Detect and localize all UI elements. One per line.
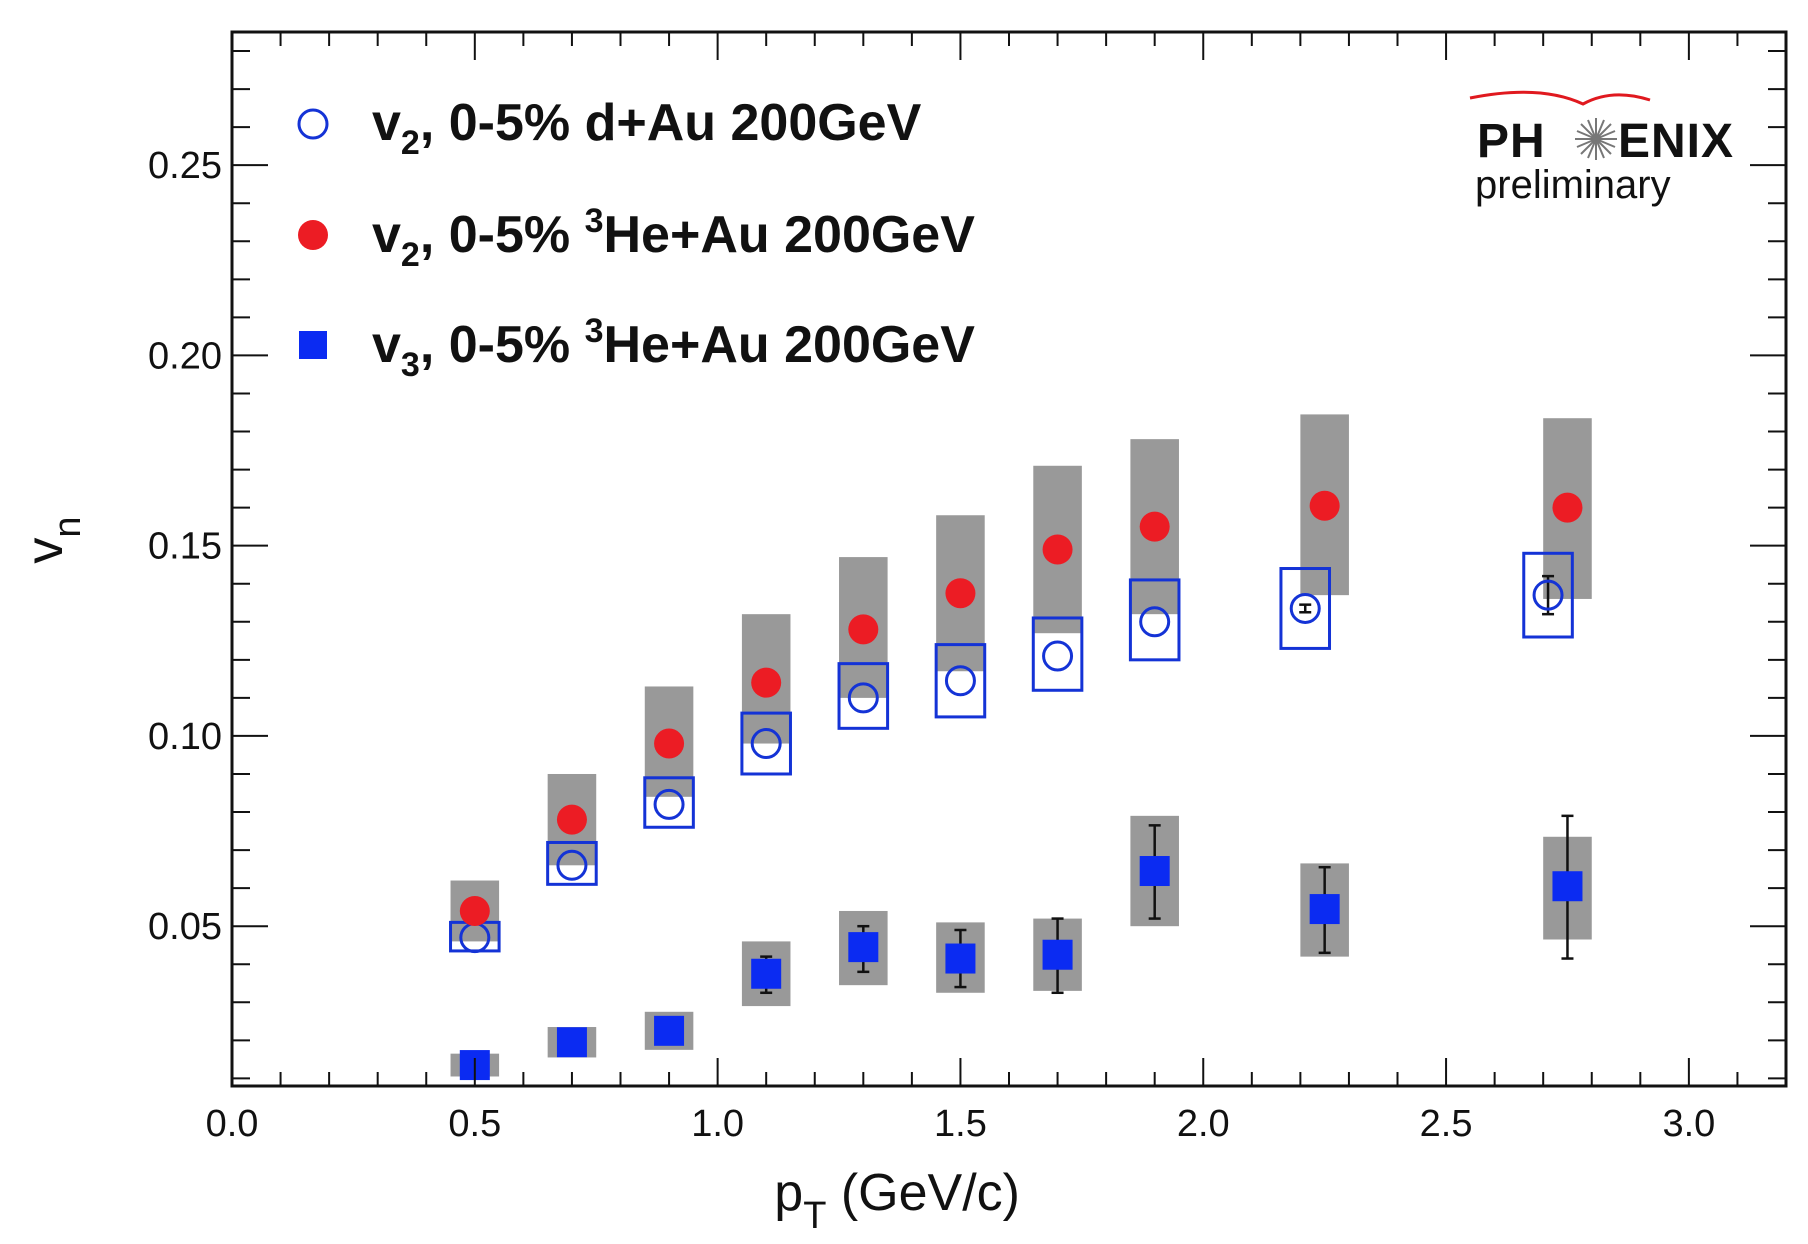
point-s2-p6 [1042,939,1073,970]
point-s2-p4 [848,932,879,963]
point-s2-p3 [751,958,782,989]
x-axis-title-unit: (GeV/c) [826,1164,1020,1222]
point-s1-p8 [1309,490,1340,521]
legend: v2, 0-5% d+Au 200GeV v2, 0-5% 3He+Au 200… [297,94,975,384]
phenix-logo: PH ENIX preliminary [1469,90,1734,207]
point-s2-p2 [654,1015,685,1046]
syst-box-s0-p7 [1128,578,1181,662]
syst-box-s0-p8 [1279,567,1332,650]
logo-text-left: PH [1477,115,1546,168]
x-tick-label-4: 2.0 [1177,1103,1230,1145]
syst-box-s0-p5 [934,643,987,719]
point-s2-p9 [1552,871,1583,902]
point-s0-p1 [556,849,588,881]
y-tick-label-4: 0.25 [148,145,222,187]
syst-box-s0-p3 [740,711,792,776]
point-s1-p0 [459,895,490,926]
x-tick-label-6: 3.0 [1662,1103,1715,1145]
y-tick-label-2: 0.15 [148,526,222,568]
point-s0-p2 [653,788,685,820]
legend-marker-v2-dau [297,108,329,140]
legend-label-v2-heau: v2, 0-5% 3He+Au 200GeV [372,202,975,274]
point-s0-p5 [944,665,976,697]
x-axis-title-sub: T [803,1195,826,1237]
point-s0-p6 [1042,640,1074,672]
y-tick-label-0: 0.05 [148,906,222,948]
point-s1-p3 [751,667,782,698]
point-s0-p9 [1532,579,1564,611]
point-s1-p7 [1139,511,1170,542]
x-tick-label-1: 0.5 [448,1103,501,1145]
y-axis-title: vn [16,516,89,563]
y-axis-title-sub: n [47,516,89,537]
logo-arc [1469,90,1651,106]
point-s2-p1 [556,1027,587,1058]
legend-marker-v2-heau [298,220,328,250]
legend-marker-v3-heau [299,331,327,359]
point-s1-p2 [654,728,685,759]
point-s0-p4 [847,682,879,714]
logo-subtitle: preliminary [1475,163,1671,207]
y-tick-label-3: 0.20 [148,335,222,377]
syst-box-s0-p2 [643,776,695,829]
legend-label-v3-heau: v3, 0-5% 3He+Au 200GeV [372,312,975,384]
point-s2-p8 [1309,894,1340,925]
logo-star-icon [1575,118,1617,160]
x-tick-label-3: 1.5 [934,1103,987,1145]
point-s2-p5 [945,943,976,974]
point-s1-p9 [1552,492,1583,523]
point-s2-p7 [1139,856,1170,887]
syst-box-s0-p1 [546,840,598,886]
point-s1-p1 [556,804,587,835]
y-tick-label-1: 0.10 [148,716,222,758]
point-s0-p8 [1289,592,1321,624]
syst-box-s0-p9 [1522,551,1574,639]
x-axis-title-p: p [774,1164,803,1222]
point-s1-p4 [848,614,879,645]
syst-box-s0-p6 [1031,616,1084,692]
legend-label-v2-dau: v2, 0-5% d+Au 200GeV [372,94,922,162]
x-tick-label-0: 0.0 [206,1103,259,1145]
logo-text-right: ENIX [1618,115,1734,168]
x-tick-label-5: 2.5 [1420,1103,1473,1145]
syst-box-s0-p4 [837,662,890,730]
point-s1-p6 [1042,534,1073,565]
point-s0-p3 [750,728,782,760]
point-s0-p7 [1139,606,1171,638]
axis-tick-labels: 0.0 0.5 1.0 1.5 2.0 2.5 3.0 0.05 0.10 0.15 0.20 0.2… [148,145,1715,1145]
data-points [459,490,1583,1081]
x-tick-label-2: 1.0 [691,1103,744,1145]
x-axis-title: pT (GeV/c) [774,1164,1020,1237]
point-s1-p5 [945,578,976,609]
axis-ticks [231,32,1787,1086]
systematic-boxes [449,551,1574,953]
y-axis-title-v: v [16,538,74,564]
